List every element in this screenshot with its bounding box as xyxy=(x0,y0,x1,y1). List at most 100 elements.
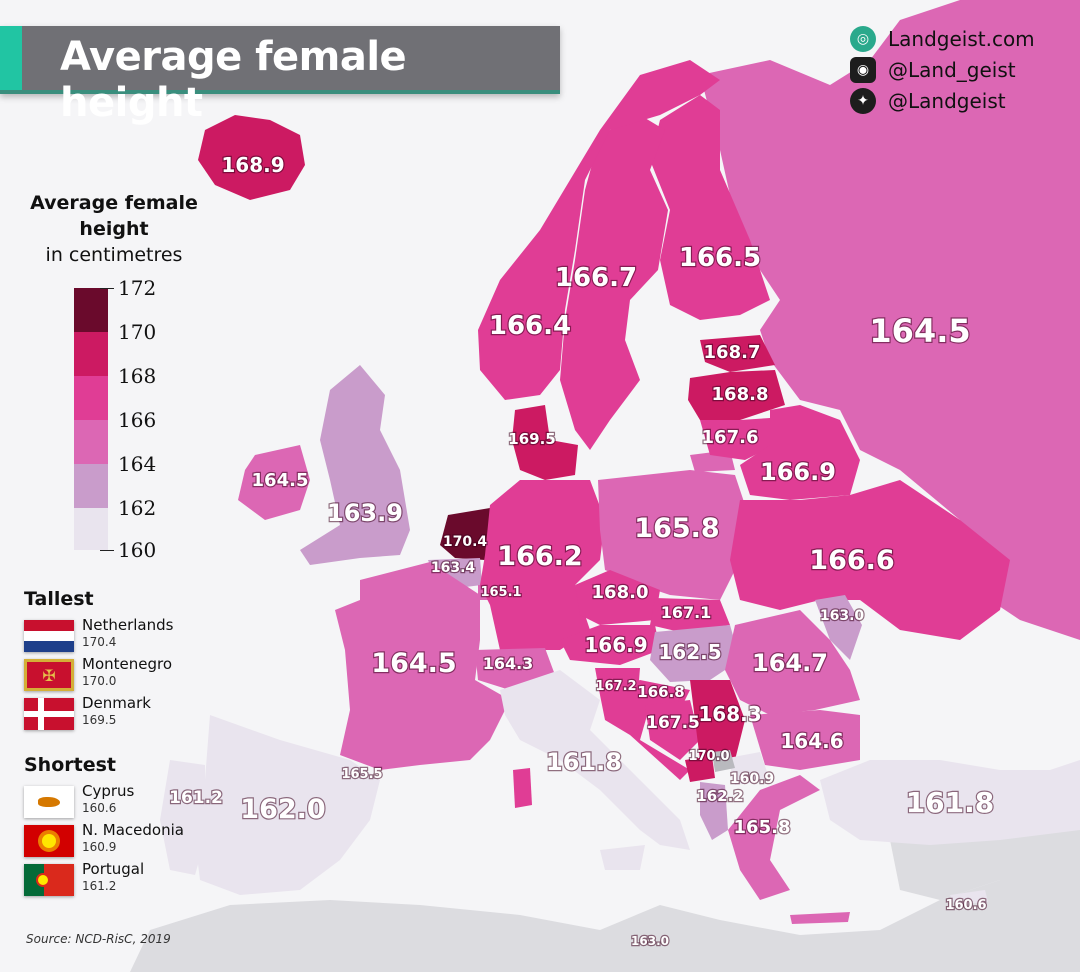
map-value-turkey: 161.8 xyxy=(906,786,995,819)
map-value-greece: 165.8 xyxy=(734,817,791,838)
country-sweden xyxy=(560,115,668,450)
map-value-luxembourg: 165.1 xyxy=(480,585,521,600)
map-value-denmark: 169.5 xyxy=(508,430,555,448)
country-bosnia xyxy=(645,700,700,760)
map-value-netherlands: 170.4 xyxy=(443,534,488,550)
legend-tick-label: 170 xyxy=(118,320,157,344)
map-value-poland: 165.8 xyxy=(634,513,719,544)
country-spain xyxy=(195,715,380,895)
rank-name: Cyprus xyxy=(82,782,135,800)
rank-name: Denmark xyxy=(82,694,151,712)
country-montenegro xyxy=(685,756,715,782)
tallest-item-denmark: Denmark 169.5 xyxy=(24,694,224,738)
country-moldova xyxy=(815,595,862,660)
legend-tick-label: 168 xyxy=(118,364,157,388)
cyprus-flag xyxy=(24,786,74,818)
map-value-finland: 166.5 xyxy=(679,243,761,273)
legend-subtitle: in centimetres xyxy=(45,244,183,266)
country-bulgaria xyxy=(750,710,860,770)
country-turkey xyxy=(820,760,1080,845)
legend-tick xyxy=(100,288,114,289)
country-north-macedonia xyxy=(728,752,770,785)
country-cyprus xyxy=(950,890,988,905)
map-value-estonia: 168.7 xyxy=(704,342,761,363)
map-value-uk: 163.9 xyxy=(327,499,403,527)
country-finland xyxy=(650,95,770,320)
page-title: Average female height xyxy=(60,34,407,126)
legend-tick-label: 172 xyxy=(118,276,157,300)
map-value-bulgaria: 164.6 xyxy=(780,729,843,753)
country-austria xyxy=(560,625,660,665)
map-value-czechia: 168.0 xyxy=(592,582,649,603)
map-value-belarus: 166.9 xyxy=(760,458,836,486)
map-value-lithuania: 167.6 xyxy=(702,427,759,448)
country-germany xyxy=(480,480,605,650)
map-value-latvia: 168.8 xyxy=(712,384,769,405)
legend-swatch-162-164 xyxy=(74,464,108,508)
map-value-montenegro: 170.0 xyxy=(688,749,729,764)
rank-value: 169.5 xyxy=(82,713,117,727)
map-value-serbia: 168.3 xyxy=(698,702,761,726)
legend-swatch-164-166 xyxy=(74,420,108,464)
country-netherlands xyxy=(440,508,495,560)
country-greece-crete xyxy=(790,912,850,924)
rank-value: 160.9 xyxy=(82,840,117,854)
shortest-item-portugal: Portugal 161.2 xyxy=(24,860,224,904)
north-macedonia-flag xyxy=(24,825,74,857)
legend-tick-label: 160 xyxy=(118,538,157,562)
legend-swatch-160-162 xyxy=(74,508,108,550)
rank-name: Netherlands xyxy=(82,616,174,634)
map-value-italy: 161.8 xyxy=(546,748,622,776)
globe-icon: ◎ xyxy=(850,26,876,52)
country-denmark xyxy=(512,405,578,480)
country-uk xyxy=(300,365,410,565)
title-accent-bar xyxy=(0,26,22,90)
country-lithuania xyxy=(700,418,775,460)
map-value-portugal: 161.2 xyxy=(169,788,223,808)
country-hungary xyxy=(650,625,740,682)
map-value-switzerland: 164.3 xyxy=(483,654,534,673)
map-value-spain: 162.0 xyxy=(240,794,325,825)
legend-swatch-168-170 xyxy=(74,332,108,376)
rank-name: N. Macedonia xyxy=(82,821,184,839)
rank-value: 160.6 xyxy=(82,801,117,815)
legend-swatch-170-172 xyxy=(74,288,108,332)
country-iceland xyxy=(198,115,305,200)
map-value-slovenia: 167.2 xyxy=(595,679,636,694)
legend-tick-label: 164 xyxy=(118,452,157,476)
denmark-flag xyxy=(24,698,74,730)
country-belarus xyxy=(740,405,860,500)
legend-title: Average female height in centimetres xyxy=(24,190,204,268)
country-latvia xyxy=(688,370,785,420)
tallest-item-montenegro: ✠ Montenegro 170.0 xyxy=(24,655,224,699)
social-twitter[interactable]: ✦ @Landgeist xyxy=(850,86,1070,116)
social-instagram-text: @Land_geist xyxy=(888,58,1016,82)
social-instagram[interactable]: ◉ @Land_geist xyxy=(850,55,1070,85)
map-value-austria: 166.9 xyxy=(584,633,647,657)
map-value-iceland: 168.9 xyxy=(221,153,284,177)
social-website[interactable]: ◎ Landgeist.com xyxy=(850,24,1070,54)
country-norway xyxy=(478,60,720,400)
tallest-heading: Tallest xyxy=(24,588,94,610)
map-value-france: 164.5 xyxy=(371,648,456,679)
north-africa-landmass xyxy=(130,880,1080,972)
rank-value: 170.4 xyxy=(82,635,117,649)
country-italy xyxy=(500,670,690,850)
montenegro-flag: ✠ xyxy=(24,659,74,691)
legend-tick xyxy=(100,550,114,551)
country-czechia xyxy=(575,570,660,625)
country-russia xyxy=(700,0,1080,640)
map-value-slovakia: 167.1 xyxy=(661,603,712,622)
map-value-albania: 162.2 xyxy=(696,787,743,805)
shortest-heading: Shortest xyxy=(24,754,116,776)
country-ireland xyxy=(238,445,310,520)
map-value-cyprus: 160.6 xyxy=(945,898,986,913)
tallest-item-netherlands: Netherlands 170.4 xyxy=(24,616,224,660)
rank-name: Montenegro xyxy=(82,655,173,673)
country-kosovo xyxy=(712,750,735,772)
country-ukraine xyxy=(730,480,1010,640)
social-twitter-text: @Landgeist xyxy=(888,89,1006,113)
map-value-russia: 164.5 xyxy=(869,312,970,350)
rank-value: 161.2 xyxy=(82,879,117,893)
